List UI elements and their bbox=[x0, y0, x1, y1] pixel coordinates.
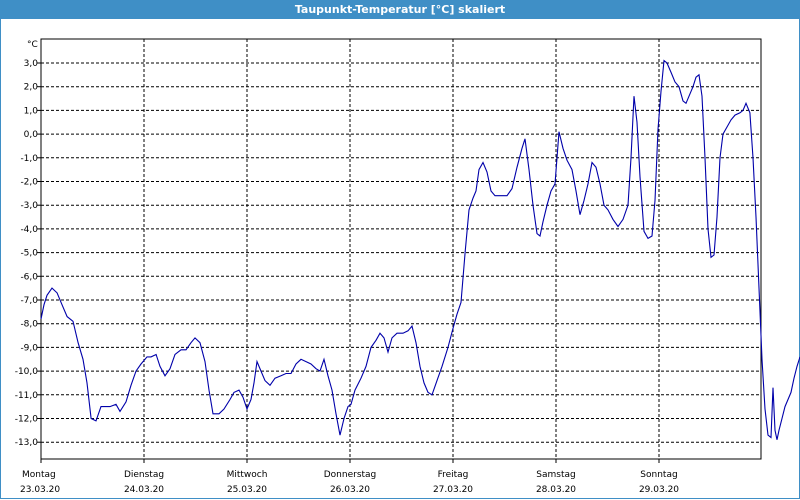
x-tick-date: 24.03.20 bbox=[124, 485, 164, 495]
y-tick-label: 2,0 bbox=[24, 83, 39, 93]
y-tick-label: -5,0 bbox=[20, 249, 38, 259]
x-tick-date: 26.03.20 bbox=[330, 485, 370, 495]
x-tick-day: Dienstag bbox=[124, 470, 164, 480]
x-axis-labels: Montag 23.03.20 Dienstag 24.03.20 Mittwoch 25… bbox=[20, 470, 679, 495]
plot-area bbox=[40, 38, 762, 460]
x-tick-day: Sonntag bbox=[640, 470, 677, 480]
y-tick-label: -9,0 bbox=[20, 343, 38, 353]
series-line bbox=[40, 59, 800, 440]
x-tick-day: Montag bbox=[22, 470, 56, 480]
y-tick-label: -2,0 bbox=[20, 178, 38, 188]
y-tick-label: -3,0 bbox=[20, 201, 38, 211]
x-tick-date: 27.03.20 bbox=[433, 485, 473, 495]
y-tick-label: 1,0 bbox=[24, 106, 39, 116]
y-tick-label: 3,0 bbox=[24, 59, 39, 69]
chart-title: Taupunkt-Temperatur [°C] skaliert bbox=[0, 0, 800, 19]
y-tick-label: -11,0 bbox=[15, 391, 39, 401]
x-tick-day: Samstag bbox=[536, 470, 575, 480]
x-tick-date: 29.03.20 bbox=[639, 485, 679, 495]
y-tick-label: -8,0 bbox=[20, 320, 38, 330]
y-tick-label: -7,0 bbox=[20, 296, 38, 306]
y-tick-label: -13,0 bbox=[15, 438, 39, 448]
series bbox=[40, 59, 800, 440]
x-tick-date: 25.03.20 bbox=[227, 485, 267, 495]
y-tick-label: -6,0 bbox=[20, 272, 38, 282]
y-axis-labels: 3,0 2,0 1,0 0,0 -1,0 -2,0 -3,0 -4,0 -5,0 -6,0 -7,0… bbox=[15, 59, 39, 448]
y-axis-unit: °C bbox=[27, 40, 38, 50]
x-tick-date: 23.03.20 bbox=[20, 485, 60, 495]
y-tick-label: -12,0 bbox=[15, 415, 39, 425]
x-tick-date: 28.03.20 bbox=[536, 485, 576, 495]
y-tick-label: -4,0 bbox=[20, 225, 38, 235]
x-tick-day: Mittwoch bbox=[227, 470, 268, 480]
grid bbox=[41, 39, 761, 459]
y-tick-label: 0,0 bbox=[24, 130, 39, 140]
axes bbox=[37, 38, 762, 463]
y-tick-label: -10,0 bbox=[15, 367, 39, 377]
x-tick-day: Donnerstag bbox=[324, 470, 377, 480]
x-tick-day: Freitag bbox=[438, 470, 469, 480]
y-tick-label: -1,0 bbox=[20, 154, 38, 164]
